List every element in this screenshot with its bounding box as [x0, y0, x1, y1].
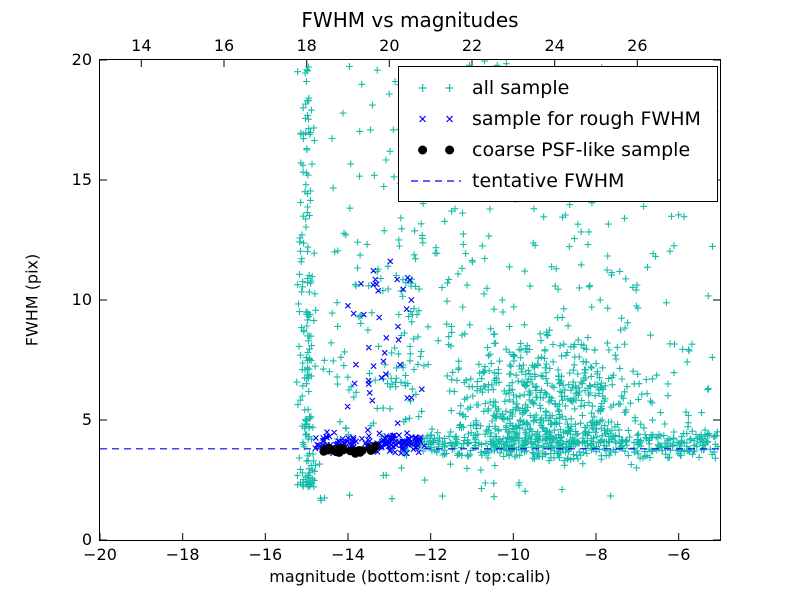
x-tick-label-top: 24 — [544, 36, 565, 55]
legend-entry: all sample — [409, 72, 701, 103]
x-tick-label-bottom: −12 — [413, 545, 448, 564]
x-tick-label-top: 26 — [627, 36, 648, 55]
legend-label: tentative FWHM — [472, 169, 625, 192]
legend-entry: sample for rough FWHM — [409, 103, 701, 134]
y-tick-label: 5 — [81, 410, 92, 429]
legend-entry: coarse PSF-like sample — [409, 134, 701, 165]
scatter-canvas — [100, 60, 720, 540]
y-tick-label: 10 — [71, 290, 92, 309]
x-axis-label: magnitude (bottom:isnt / top:calib) — [269, 567, 551, 586]
x-tick-label-bottom: −10 — [496, 545, 531, 564]
legend-dot-icon — [418, 145, 455, 154]
legend-label: coarse PSF-like sample — [472, 138, 691, 161]
x-tick-label-top: 20 — [379, 36, 400, 55]
legend-label: all sample — [472, 76, 570, 99]
y-tick-label: 0 — [81, 530, 92, 549]
x-tick-label-bottom: −14 — [331, 545, 365, 564]
x-tick-label-bottom: −6 — [666, 545, 691, 564]
legend-cross-icon — [419, 115, 454, 122]
x-tick-label-bottom: −18 — [165, 545, 200, 564]
x-tick-label-top: 22 — [461, 36, 483, 55]
x-tick-label-bottom: −8 — [584, 545, 608, 564]
chart-title: FWHM vs magnitudes — [301, 8, 519, 32]
y-tick-label: 20 — [71, 50, 92, 69]
legend-entry: tentative FWHM — [409, 165, 701, 196]
legend: all sample sample for rough FWHM coarse PS… — [398, 66, 718, 202]
x-tick-label-top: 18 — [296, 36, 317, 55]
y-tick-label: 15 — [71, 170, 92, 189]
x-tick-label-top: 14 — [131, 36, 152, 55]
x-tick-label-bottom: −16 — [248, 545, 283, 564]
legend-label: sample for rough FWHM — [472, 107, 701, 130]
y-axis-label: FWHM (pix) — [22, 253, 42, 347]
x-tick-label-bottom: −20 — [83, 545, 117, 564]
legend-plus-icon — [418, 83, 454, 92]
x-tick-label-top: 16 — [213, 36, 235, 55]
legend-dashed-line-icon — [411, 179, 461, 182]
